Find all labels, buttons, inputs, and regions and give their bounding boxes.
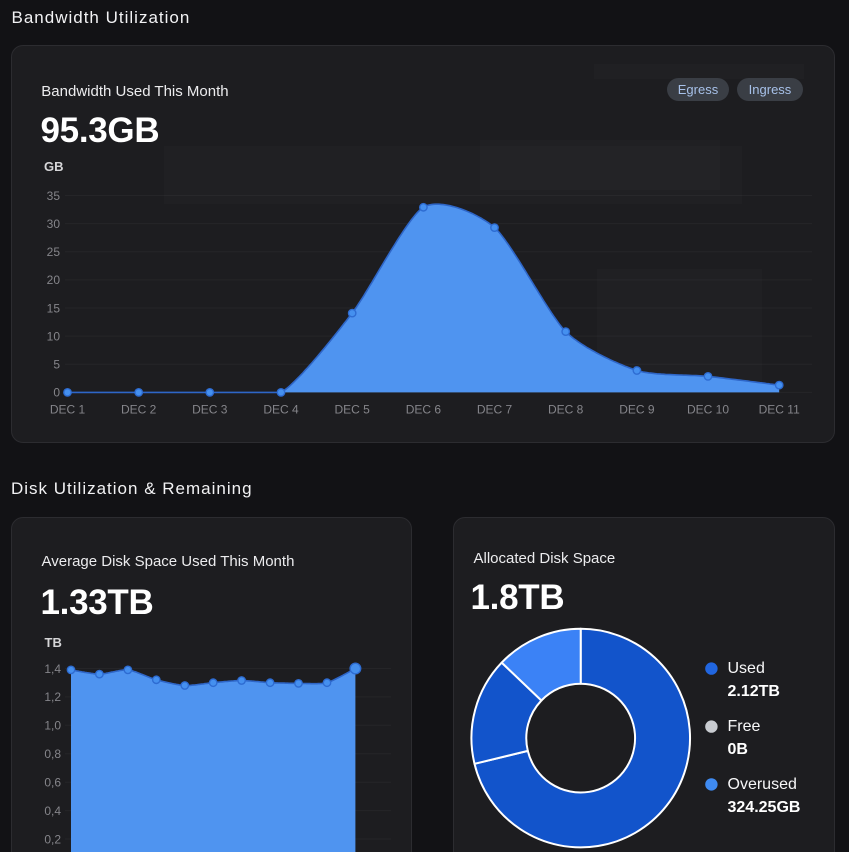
svg-text:DEC 1: DEC 1 (50, 403, 86, 417)
svg-text:DEC 10: DEC 10 (687, 403, 729, 417)
svg-text:DEC 5: DEC 5 (335, 403, 371, 417)
svg-text:10: 10 (47, 329, 61, 343)
svg-text:0,8: 0,8 (44, 747, 61, 761)
svg-text:20: 20 (47, 273, 61, 287)
svg-text:1,0: 1,0 (44, 719, 61, 733)
svg-text:DEC 4: DEC 4 (263, 403, 299, 417)
svg-text:DEC 7: DEC 7 (477, 403, 513, 417)
svg-text:5: 5 (53, 358, 60, 372)
svg-text:DEC 11: DEC 11 (759, 403, 800, 417)
svg-text:30: 30 (47, 217, 61, 231)
svg-text:0,2: 0,2 (44, 832, 61, 846)
svg-text:DEC 2: DEC 2 (121, 403, 157, 417)
svg-text:1,4: 1,4 (44, 662, 61, 676)
svg-text:DEC 6: DEC 6 (406, 403, 442, 417)
svg-text:35: 35 (47, 189, 61, 203)
svg-text:1,2: 1,2 (44, 690, 61, 704)
svg-text:DEC 8: DEC 8 (548, 403, 584, 417)
svg-text:0,4: 0,4 (44, 804, 61, 818)
svg-text:DEC 9: DEC 9 (619, 403, 655, 417)
svg-text:0,6: 0,6 (44, 776, 61, 790)
svg-text:15: 15 (47, 301, 61, 315)
svg-text:0: 0 (53, 386, 60, 400)
svg-text:DEC 3: DEC 3 (192, 403, 228, 417)
svg-text:25: 25 (47, 245, 61, 259)
